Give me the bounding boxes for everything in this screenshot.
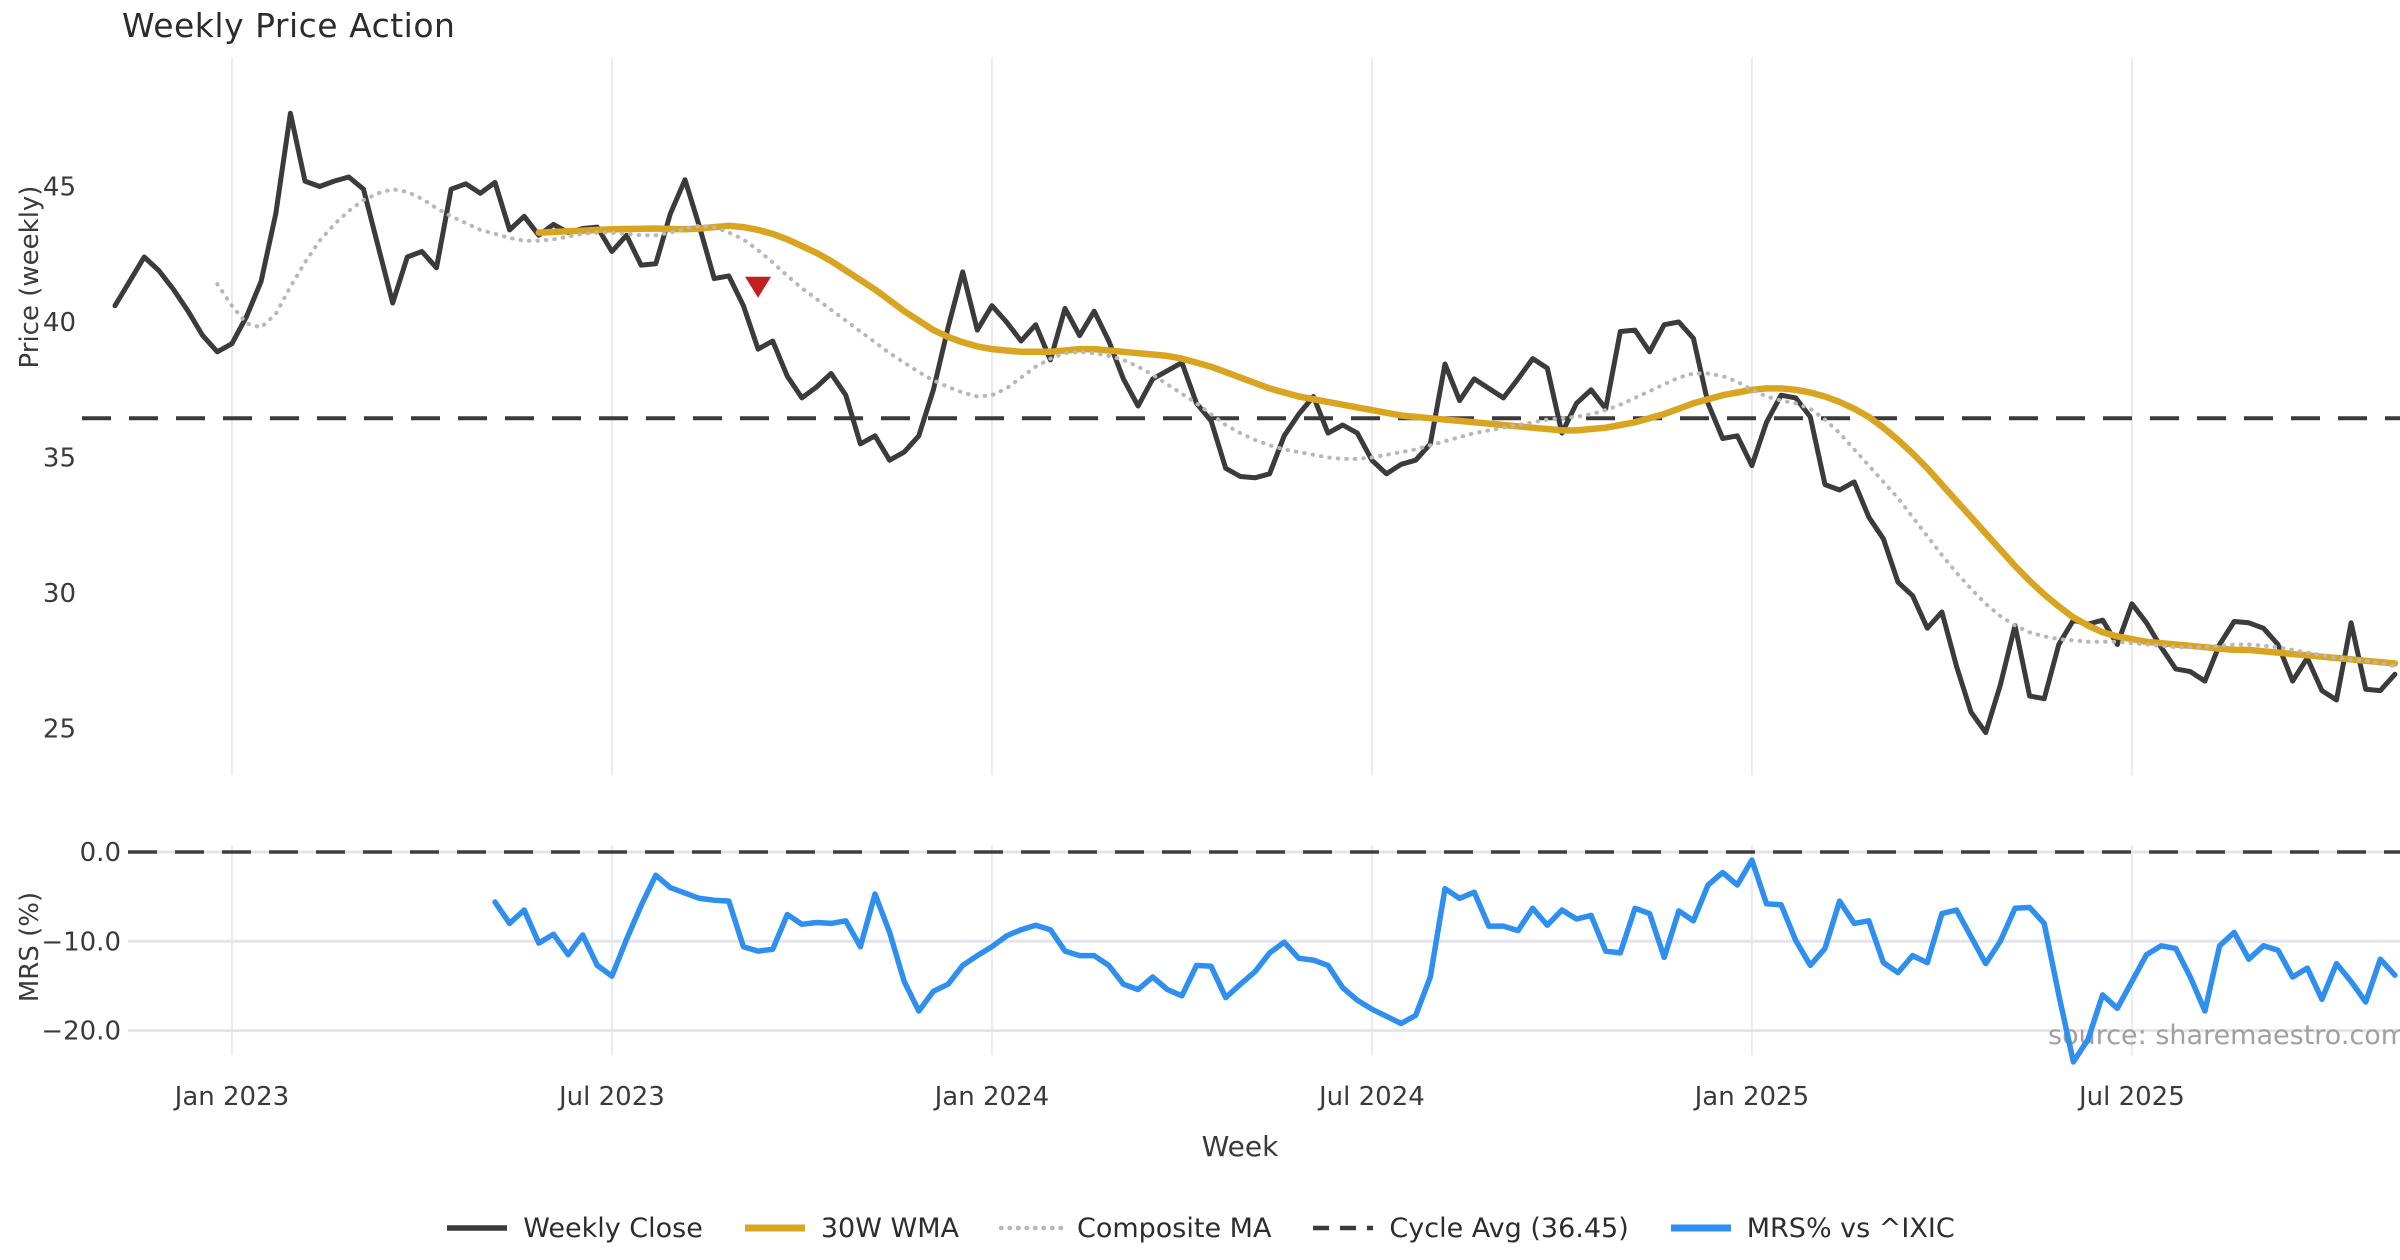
x-tick-label: Jan 2024 — [933, 1082, 1050, 1112]
legend-label: 30W WMA — [820, 1212, 959, 1244]
mrs-tick-label: −20.0 — [41, 1017, 121, 1047]
signal-markers — [745, 276, 772, 298]
watermark: source: sharemaestro.com — [2048, 1020, 2400, 1051]
reference-lines — [82, 416, 2400, 854]
legend-label: Cycle Avg (36.45) — [1389, 1212, 1629, 1244]
legend-label: Composite MA — [1076, 1212, 1272, 1244]
series-30w-wma — [535, 222, 2399, 667]
week-axis-label: Week — [1201, 1130, 1279, 1163]
legend-item-mrs-vs-ixic: MRS% vs ^IXIC — [1669, 1213, 1955, 1244]
legend-swatch-icon — [998, 1225, 1063, 1231]
legend-swatch-icon — [1670, 1224, 1731, 1232]
legend-item-weekly-close: Weekly Close — [445, 1213, 703, 1244]
x-tick-label: Jul 2023 — [557, 1082, 665, 1112]
x-tick-label: Jul 2025 — [2077, 1082, 2185, 1112]
legend-item-composite-ma: Composite MA — [998, 1212, 1272, 1244]
mrs-tick-label: 0.0 — [80, 838, 121, 868]
legend: Weekly Close 30W WMA Composite MA Cycle Avg… — [0, 1204, 2400, 1252]
legend-label: Weekly Close — [523, 1212, 703, 1244]
legend-item-cycle-avg-36-45-: Cycle Avg (36.45) — [1311, 1212, 1629, 1244]
legend-swatch-icon — [744, 1224, 805, 1232]
price-tick-label: 40 — [43, 308, 76, 338]
x-tick-label: Jan 2023 — [173, 1082, 290, 1112]
legend-swatch-icon — [1313, 1225, 1374, 1231]
axis-tick-labels: 45 40 35 30 25 0.0 −10.0 −20.0 Jan 2023 Jul 2023 J… — [41, 173, 2184, 1113]
legend-swatch-icon — [447, 1225, 508, 1231]
legend-item-30w-wma: 30W WMA — [743, 1213, 959, 1244]
price-tick-label: 45 — [43, 173, 76, 203]
x-tick-label: Jan 2025 — [1693, 1082, 1810, 1112]
series-mrs-vs-ixic — [492, 857, 2398, 1065]
price-tick-label: 35 — [43, 444, 76, 474]
sell-marker-icon — [745, 276, 772, 298]
legend-label: MRS% vs ^IXIC — [1746, 1212, 1955, 1244]
data-series — [112, 110, 2399, 1065]
mrs-tick-label: −10.0 — [41, 927, 121, 957]
price-tick-label: 30 — [43, 579, 76, 609]
x-tick-label: Jul 2024 — [1317, 1082, 1425, 1112]
chart-title: Weekly Price Action — [122, 6, 456, 45]
series-composite-ma — [215, 187, 2397, 669]
price-tick-label: 25 — [43, 715, 76, 745]
gridlines — [128, 58, 2400, 1055]
